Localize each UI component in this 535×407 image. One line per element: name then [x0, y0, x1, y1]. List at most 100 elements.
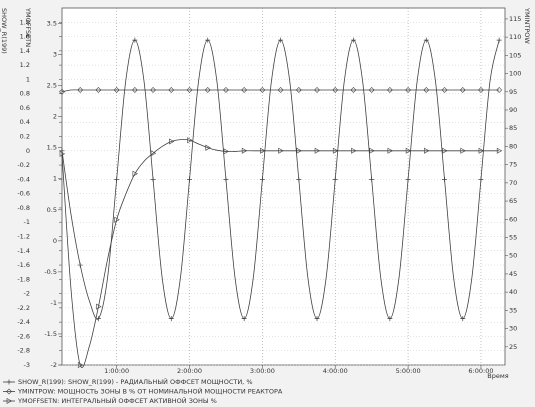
legend-label: YMINTPOW: МОЩНОСТЬ ЗОНЫ В % ОТ НОМИНАЛЬН… [17, 387, 283, 396]
marker [168, 87, 175, 93]
marker [460, 147, 466, 154]
marker [260, 147, 266, 154]
marker [114, 216, 120, 223]
x-axis-title: Время [487, 372, 508, 380]
y2-tick-label: 30 [509, 325, 517, 333]
marker [77, 361, 84, 369]
y2-tick-label: 25 [509, 343, 517, 351]
y-tick-label: -1.2 [17, 232, 30, 240]
y2-tick-label: 40 [509, 288, 517, 296]
x-tick-label: 6:00:00 [468, 367, 493, 375]
y-tick-label: -2.2 [17, 304, 30, 312]
y-tick-label: -1.8 [17, 275, 30, 283]
marker [369, 176, 375, 182]
marker [423, 87, 430, 93]
x-tick-label: 2:00:00 [177, 367, 202, 375]
marker [205, 37, 211, 43]
marker [314, 87, 320, 93]
y2-tick-label: 35 [509, 306, 517, 314]
marker [6, 388, 12, 395]
y3-axis-title: YMOFFSETN [24, 7, 32, 47]
marker [459, 87, 466, 93]
y2-tick-label: 80 [509, 142, 517, 150]
marker [442, 147, 448, 154]
y3-tick-label: -2 [51, 361, 57, 369]
y2-tick-label: 70 [509, 179, 517, 187]
marker [424, 147, 430, 154]
y3-tick-label: 1.5 [47, 144, 57, 152]
y-tick-label: 1.2 [20, 61, 30, 69]
y2-tick-label: 50 [509, 252, 517, 260]
marker [59, 150, 66, 157]
marker [114, 176, 120, 182]
marker [205, 144, 211, 151]
marker [442, 176, 448, 182]
marker [278, 37, 284, 43]
y-tick-label: 1.6 [20, 33, 30, 41]
marker [496, 37, 502, 43]
marker [405, 147, 412, 154]
x-tick-label: 4:00:00 [323, 367, 348, 375]
y-tick-label: -2.6 [17, 332, 30, 340]
y-tick-label: -2.4 [17, 318, 30, 326]
marker [350, 87, 357, 93]
marker [387, 147, 393, 154]
marker [95, 316, 101, 322]
marker [168, 316, 174, 322]
marker [77, 87, 84, 93]
y2-axis-title: YMINTPOW [523, 7, 531, 44]
marker [296, 176, 302, 182]
marker [386, 87, 393, 93]
marker [259, 176, 265, 182]
y-tick-label: 0.8 [20, 90, 30, 98]
legend-label: YMOFFSETN: ИНТЕГРАЛЬНЫЙ ОФФСЕТ АКТИВНОЙ … [17, 396, 217, 405]
marker [441, 87, 448, 93]
marker [187, 137, 193, 144]
y2-tick-label: 110 [509, 33, 521, 41]
y-tick-label: 0.4 [20, 118, 30, 126]
marker [478, 147, 485, 154]
series-line [61, 89, 500, 93]
marker [59, 88, 65, 95]
y-tick-label: -0.4 [17, 175, 30, 183]
y-tick-label: 0.6 [20, 104, 30, 112]
marker [113, 87, 120, 93]
y2-tick-label: 105 [509, 51, 521, 59]
marker [168, 138, 175, 145]
y2-tick-label: 75 [509, 161, 517, 169]
marker [332, 176, 338, 182]
y-tick-label: -3 [24, 361, 30, 369]
marker [241, 147, 248, 154]
y-tick-label: -2.8 [17, 347, 30, 355]
marker [204, 87, 211, 93]
y-axis-title: SHOW_R(199) [0, 8, 8, 54]
y-tick-label: -1.6 [17, 261, 30, 269]
marker [223, 148, 230, 155]
marker [259, 87, 266, 93]
y-tick-label: -2 [24, 290, 30, 298]
y2-tick-label: 60 [509, 215, 517, 223]
marker [405, 176, 411, 182]
marker [478, 176, 484, 182]
marker [296, 147, 302, 154]
y3-tick-label: -0.5 [44, 268, 57, 276]
marker [6, 397, 13, 405]
plot-area [61, 7, 506, 366]
marker [460, 316, 466, 322]
marker [332, 87, 339, 93]
marker [478, 87, 484, 93]
x-tick-label: 5:00:00 [396, 367, 421, 375]
marker [223, 87, 229, 93]
y3-tick-label: 0 [53, 237, 57, 245]
marker [332, 147, 339, 154]
marker [314, 316, 320, 322]
marker [150, 176, 156, 182]
y2-tick-label: 100 [509, 70, 521, 78]
y2-tick-label: 95 [509, 88, 517, 96]
y3-tick-label: 0.5 [47, 206, 57, 214]
marker [423, 37, 429, 43]
marker [150, 150, 157, 157]
y2-tick-label: 115 [509, 15, 521, 23]
marker [186, 87, 193, 93]
